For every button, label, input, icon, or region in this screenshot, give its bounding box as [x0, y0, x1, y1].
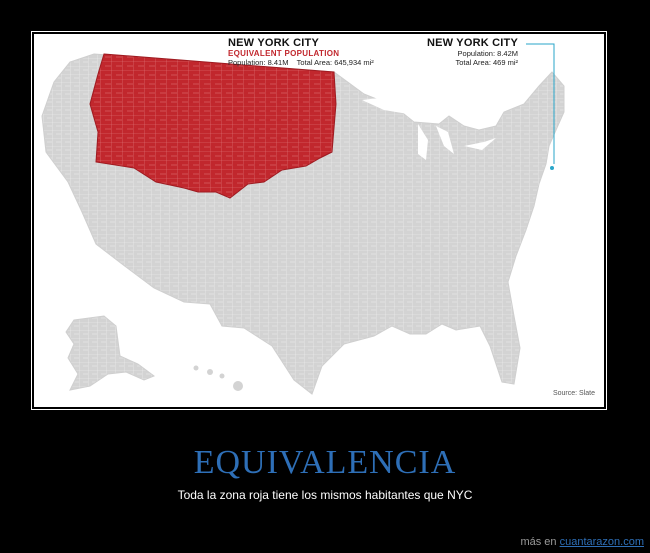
- alaska: [65, 315, 156, 391]
- nyc-population: Population: 8.42M: [457, 49, 518, 58]
- footer-prefix: más en: [520, 536, 557, 548]
- nyc-area: Total Area: 469 mi²: [455, 58, 518, 67]
- source-credit: Source: Slate: [552, 390, 595, 397]
- red-region-population: Population: 8.41M: [228, 58, 289, 67]
- red-region-title: NEW YORK CITY: [228, 37, 320, 49]
- nyc-title: NEW YORK CITY: [426, 37, 518, 49]
- red-region-area: Total Area: 645,934 mi²: [296, 58, 374, 67]
- red-region-leader-line: [201, 81, 224, 98]
- caption-subtitle: Toda la zona roja tiene los mismos habit…: [177, 488, 473, 502]
- us-county-map: NEW YORK CITY EQUIVALENT POPULATION Popu…: [34, 34, 604, 407]
- site-link[interactable]: cuantarazon.com: [559, 536, 644, 548]
- caption-title: EQUIVALENCIA: [193, 444, 457, 481]
- great-lakes: [362, 96, 496, 160]
- red-region-annotation: NEW YORK CITY EQUIVALENT POPULATION Popu…: [228, 37, 374, 67]
- red-region-subtitle: EQUIVALENT POPULATION: [228, 49, 340, 58]
- map-canvas: [41, 43, 565, 395]
- footer-credit: más en cuantarazon.com: [520, 536, 644, 548]
- nyc-marker: [550, 166, 554, 170]
- nyc-leader-line: [526, 43, 555, 164]
- nyc-annotation: NEW YORK CITY Population: 8.42M Total Ar…: [427, 37, 518, 67]
- hawaii: [193, 365, 243, 391]
- red-region-stats: Population: 8.41M Total Area: 645,934 mi…: [228, 58, 374, 67]
- equivalent-population-region: [89, 53, 337, 199]
